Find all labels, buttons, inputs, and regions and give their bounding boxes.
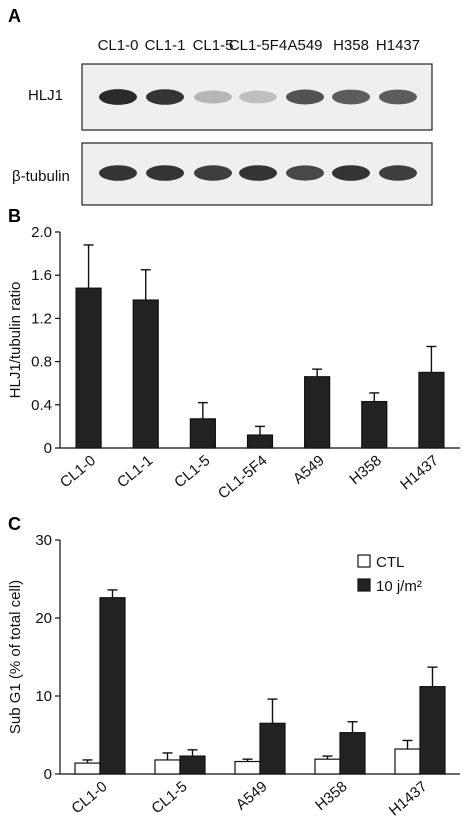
band-hlj1-cl1-5 <box>194 90 232 104</box>
lane-label-cl1-5f4: CL1-5F4 <box>229 37 287 54</box>
band-hlj1-cl1-1 <box>146 89 184 105</box>
bar-ctl-cl1-0 <box>74 762 101 775</box>
bar-10-j-m-h358 <box>339 732 366 775</box>
lane-label-h1437: H1437 <box>376 37 420 54</box>
y-tick-label: 20 <box>35 610 52 627</box>
bar-ctl-h358 <box>314 758 341 775</box>
lane-label-cl1-1: CL1-1 <box>145 37 186 54</box>
y-tick-label: 0 <box>44 440 52 457</box>
y-tick-label: 1.2 <box>31 310 52 327</box>
x-tick-label-h358: H358 <box>346 452 384 488</box>
x-tick-label-a549: A549 <box>233 778 271 814</box>
legend-swatch-ctl <box>357 554 371 568</box>
x-tick-label-a549: A549 <box>290 452 328 488</box>
band-tubulin-cl1-1 <box>146 165 184 181</box>
x-tick-label-cl1-0: CL1-0 <box>68 778 110 817</box>
bar-cl1-5f4 <box>246 434 274 449</box>
bar-ctl-a549 <box>234 760 261 775</box>
bar-cl1-5 <box>189 418 216 449</box>
bar-cl1-1 <box>132 299 159 449</box>
blot-label-tubulin: β-tubulin <box>12 168 70 185</box>
band-tubulin-a549 <box>286 165 324 181</box>
lane-label-a549: A549 <box>287 37 322 54</box>
x-tick-label-cl1-5f4: CL1-5F4 <box>215 452 271 503</box>
x-tick-label-cl1-5: CL1-5 <box>148 778 190 817</box>
y-tick-label: 1.6 <box>31 267 52 284</box>
bar-cl1-0 <box>75 287 102 449</box>
bar-h1437 <box>418 371 445 449</box>
band-hlj1-cl1-5f4 <box>239 90 277 104</box>
bar-10-j-m-h1437 <box>419 686 446 775</box>
x-tick-label-h358: H358 <box>312 778 350 814</box>
blot-bands <box>99 89 417 181</box>
lane-label-cl1-5: CL1-5 <box>193 37 234 54</box>
lane-label-cl1-0: CL1-0 <box>98 37 139 54</box>
legend-swatch-10-j-m <box>357 578 371 592</box>
chart-c: 0 10 20 30 Sub G1 (% of total cell) CL1-0 CL1-… <box>7 532 460 819</box>
band-tubulin-cl1-5f4 <box>239 165 277 181</box>
band-tubulin-cl1-0 <box>99 165 137 181</box>
band-tubulin-cl1-5 <box>194 165 232 181</box>
y-axis-label: HLJ1/tubulin ratio <box>7 282 24 399</box>
band-tubulin-h1437 <box>379 165 417 181</box>
x-tick-label-cl1-0: CL1-0 <box>57 452 99 491</box>
chart-b: 0 0.4 0.8 1.2 1.6 2.0 HLJ1/tubulin ratio CL1-0 C… <box>7 224 460 503</box>
x-tick-label-h1437: H1437 <box>397 452 442 493</box>
bar-ctl-cl1-5 <box>154 759 181 775</box>
band-hlj1-cl1-0 <box>99 89 137 105</box>
band-hlj1-h358 <box>332 89 370 105</box>
y-tick-label: 30 <box>35 532 52 549</box>
y-tick-label: 0.4 <box>31 397 52 414</box>
bar-ctl-h1437 <box>394 748 421 775</box>
lane-label-h358: H358 <box>333 37 369 54</box>
y-tick-label: 10 <box>35 688 52 705</box>
band-hlj1-a549 <box>286 89 324 105</box>
y-tick-label: 0 <box>44 766 52 783</box>
panel-a-letter: A <box>8 6 21 26</box>
band-tubulin-h358 <box>332 165 370 181</box>
panel-c-letter: C <box>8 514 21 534</box>
bar-h358 <box>361 400 388 449</box>
bar-10-j-m-a549 <box>259 722 286 775</box>
bar-a549 <box>304 376 331 449</box>
x-tick-label-cl1-1: CL1-1 <box>114 452 156 491</box>
legend-label-10-j-m: 10 j/m² <box>376 578 422 595</box>
blot-label-hlj1: HLJ1 <box>28 87 63 104</box>
band-hlj1-h1437 <box>379 89 417 105</box>
panel-b-letter: B <box>8 206 21 226</box>
x-tick-label-cl1-5: CL1-5 <box>171 452 213 491</box>
legend-label-ctl: CTL <box>376 554 404 571</box>
y-tick-label: 2.0 <box>31 224 52 241</box>
y-axis-label: Sub G1 (% of total cell) <box>7 580 24 734</box>
bar-10-j-m-cl1-5 <box>179 755 206 775</box>
x-tick-label-h1437: H1437 <box>386 778 431 819</box>
bar-10-j-m-cl1-0 <box>99 597 126 775</box>
y-tick-label: 0.8 <box>31 354 52 371</box>
